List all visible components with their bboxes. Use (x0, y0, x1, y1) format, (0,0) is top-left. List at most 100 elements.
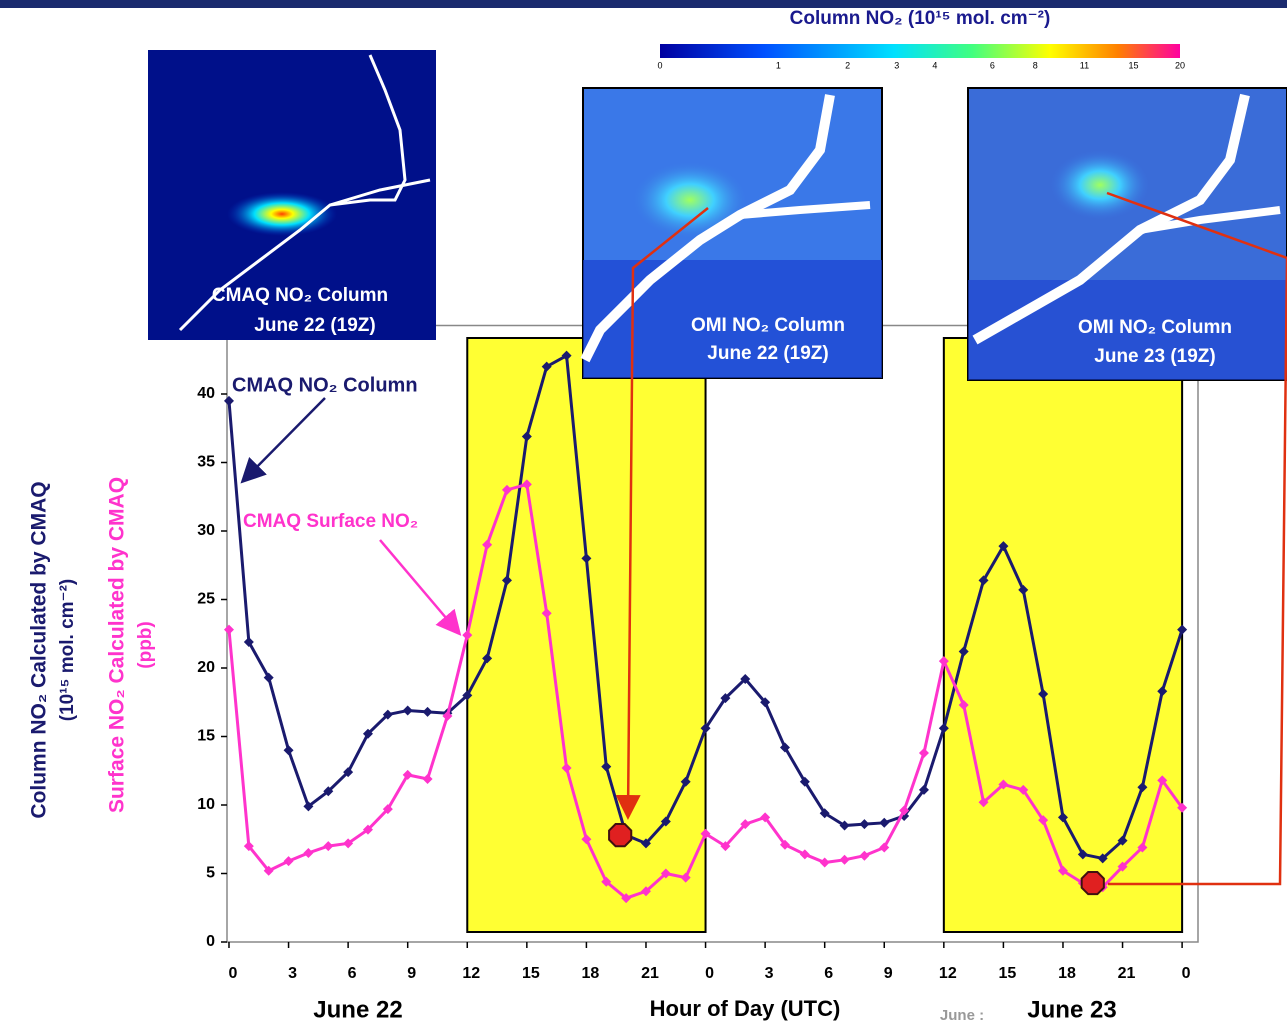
data-point (1157, 775, 1168, 786)
plot-area: 0 5 10 15 20 25 30 35 40 0 3 6 9 12 15 18 21 0 3 6 9 12 15 18 21… (197, 324, 1199, 982)
y-axis-label: (ppb) (135, 621, 156, 668)
pointer-line (1106, 191, 1287, 886)
data-point (700, 828, 711, 839)
y-tick-label: 25 (197, 591, 215, 608)
data-point (740, 673, 751, 684)
data-point (799, 776, 810, 787)
data-point (839, 820, 850, 831)
data-point (382, 709, 393, 720)
data-point (640, 886, 651, 897)
data-point (601, 876, 612, 887)
colorbar-tick-label: 2 (845, 60, 850, 70)
overpass-marker (608, 823, 633, 848)
y-tick-label: 15 (197, 728, 215, 745)
y-axis-label: (10¹⁵ mol. cm⁻²) (57, 579, 78, 721)
data-point (362, 728, 373, 739)
data-point (621, 893, 632, 904)
daylight-span (942, 337, 1184, 933)
data-point (958, 646, 969, 657)
data-point (223, 624, 234, 635)
inset-caption: June 22 (19Z) (707, 343, 828, 364)
data-point (223, 395, 234, 406)
inset-caption: June 23 (19Z) (1094, 346, 1215, 367)
data-point (1038, 815, 1049, 826)
data-point (998, 541, 1009, 552)
colorbar-tick-label: 0 (657, 60, 662, 70)
data-point (958, 699, 969, 710)
data-point (660, 868, 671, 879)
data-point (501, 484, 512, 495)
inset-caption: CMAQ NO₂ Column (212, 285, 388, 306)
inset-map: CMAQ NO₂ Column June 22 (19Z) (148, 50, 436, 340)
y-tick-label: 5 (206, 865, 215, 882)
data-point (680, 872, 691, 883)
colorbar-title: Column NO₂ (10¹⁵ mol. cm⁻²) (790, 8, 1051, 29)
data-point (402, 769, 413, 780)
x-tick-label: 15 (999, 965, 1017, 982)
data-point (323, 786, 334, 797)
data-point (243, 841, 254, 852)
data-point (938, 723, 949, 734)
data-point (779, 839, 790, 850)
x-tick-label: 12 (462, 965, 480, 982)
y-axis-label: Column NO₂ Calculated by CMAQ (28, 481, 51, 818)
data-point (501, 575, 512, 586)
series-annotation: CMAQ NO₂ Column (232, 374, 418, 396)
data-point (760, 697, 771, 708)
x-tick-label: 9 (407, 965, 416, 982)
x-tick-label: 6 (348, 965, 357, 982)
data-point (799, 849, 810, 860)
data-point (1018, 584, 1029, 595)
data-point (839, 854, 850, 865)
data-point (323, 841, 334, 852)
y-tick-label: 40 (197, 385, 215, 402)
data-point (561, 763, 572, 774)
x-tick-label: 3 (765, 965, 774, 982)
y-axis-label: Surface NO₂ Calculated by CMAQ (106, 477, 129, 813)
colorbar-tick-label: 15 (1129, 60, 1139, 70)
colorbar-tick-label: 8 (1033, 60, 1038, 70)
data-point (303, 801, 314, 812)
x-tick-label: 12 (939, 965, 957, 982)
data-point (1057, 865, 1068, 876)
data-point (343, 767, 354, 778)
y-tick-label: 10 (197, 796, 215, 813)
data-point (819, 857, 830, 868)
colorbar-tick-label: 1 (776, 60, 781, 70)
data-point (938, 656, 949, 667)
top-band (0, 0, 1287, 8)
data-point (1117, 861, 1128, 872)
data-point (601, 761, 612, 772)
colorbar-ticks: 0 1 2 3 4 6 8 11 15 20 (657, 60, 1185, 70)
data-point (760, 812, 771, 823)
inset-map: OMI NO₂ Column June 23 (19Z) (967, 87, 1287, 381)
data-point (283, 745, 294, 756)
date-label: June 22 (313, 996, 402, 1023)
data-point (1057, 812, 1068, 823)
data-point (779, 742, 790, 753)
data-point (1137, 842, 1148, 853)
inset-map: OMI NO₂ Column June 22 (19Z) (580, 87, 883, 379)
data-point (918, 747, 929, 758)
data-point (243, 636, 254, 647)
data-point (1157, 686, 1168, 697)
data-point (561, 350, 572, 361)
data-point (899, 805, 910, 816)
annotation-arrow (240, 397, 326, 484)
data-point (1137, 782, 1148, 793)
data-point (1038, 689, 1049, 700)
data-point (541, 608, 552, 619)
data-point (879, 842, 890, 853)
y-tick-label: 35 (197, 454, 215, 471)
x-tick-label: 0 (705, 965, 714, 982)
data-point (303, 847, 314, 858)
colorbar-tick-label: 11 (1080, 60, 1089, 70)
data-point (442, 710, 453, 721)
inset-caption: June 22 (19Z) (254, 315, 375, 336)
x-tick-label: 9 (884, 965, 893, 982)
inset-caption: OMI NO₂ Column (1078, 317, 1232, 338)
colorbar-tick-label: 4 (932, 60, 937, 70)
data-point (263, 672, 274, 683)
data-point (482, 653, 493, 664)
data-point (720, 841, 731, 852)
